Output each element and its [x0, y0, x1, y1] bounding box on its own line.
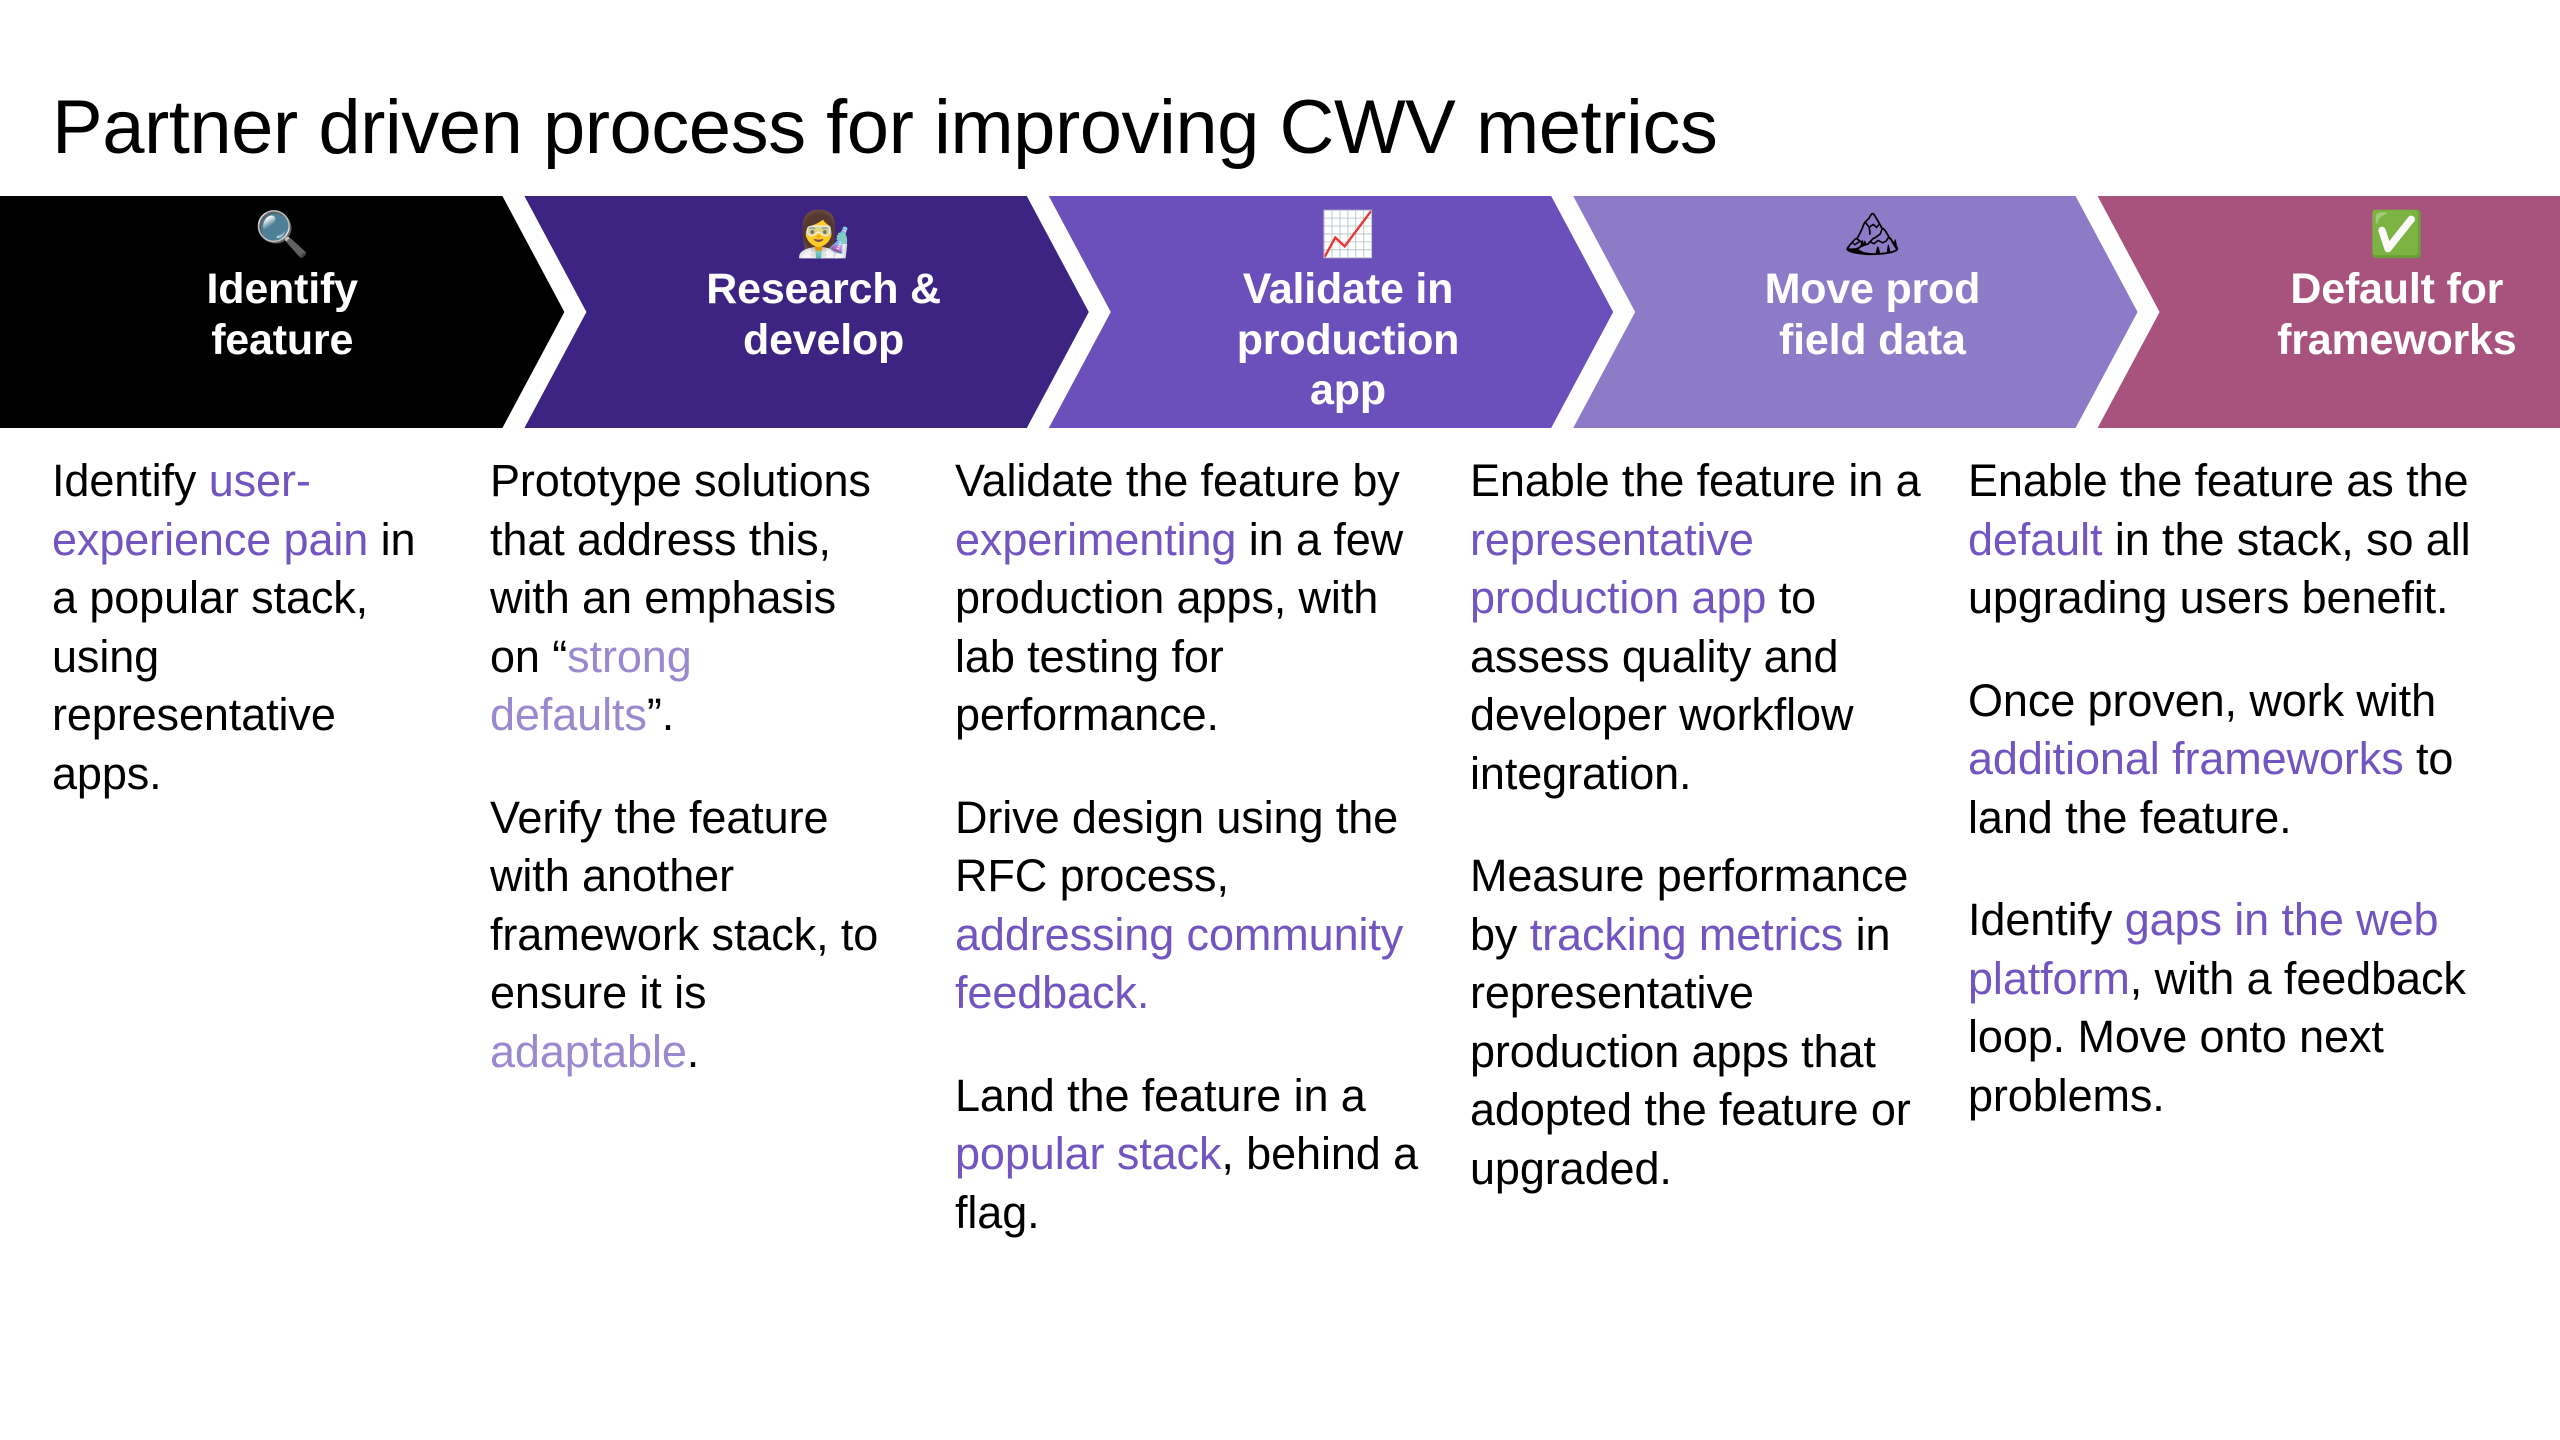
process-stage-content: 🏔 Move prod field data	[1556, 210, 2154, 365]
scientist-icon: 👩‍🔬	[796, 209, 851, 260]
highlight-text-run: tracking metrics	[1529, 908, 1844, 960]
text-run: in representative production apps that a…	[1470, 908, 1911, 1194]
page-title: Partner driven process for improving CWV…	[52, 84, 1718, 170]
process-description-columns: Identify user-experience pain in a popul…	[0, 452, 2560, 1392]
process-stage-content: ✅ Default for frameworks	[2081, 210, 2560, 365]
process-stage-content: 🔍 Identify feature	[0, 210, 564, 365]
text-run: Measure performance by	[1470, 850, 1909, 960]
description-paragraph: Enable the feature in a representative p…	[1470, 452, 1930, 803]
text-run: Once proven, work with	[1968, 674, 2436, 726]
text-run: ”.	[646, 689, 675, 740]
text-run: in a few production apps, with lab testi…	[955, 513, 1404, 741]
text-run: .	[686, 1025, 700, 1077]
description-paragraph: Prototype solutions that address this, w…	[490, 452, 885, 745]
highlight-text-run: representative production app	[1470, 513, 1767, 624]
description-paragraph: Identify gaps in the web platform, with …	[1968, 891, 2513, 1125]
mountain-icon: 🏔	[1844, 209, 1901, 260]
description-paragraph: Enable the feature as the default in the…	[1968, 452, 2513, 628]
chart-increasing-icon: 📈	[1320, 209, 1376, 260]
text-run: to assess quality and developer workflow…	[1470, 572, 1854, 799]
highlight-text-run: additional frameworks	[1968, 733, 2404, 784]
text-run: Land the feature in a	[955, 1069, 1366, 1121]
description-paragraph: Land the feature in a popular stack, beh…	[955, 1067, 1435, 1243]
text-run: Identify	[1968, 894, 2125, 945]
description-paragraph: Measure performance by tracking metrics …	[1470, 847, 1930, 1198]
text-run: Validate the feature by	[955, 455, 1400, 506]
text-run: Identify	[52, 455, 209, 506]
description-column-3: Validate the feature by experimenting in…	[955, 452, 1435, 1242]
process-stage-5[interactable]: ✅ Default for frameworks	[2098, 196, 2560, 428]
process-stage-label: Research & develop	[706, 265, 941, 364]
text-run: Enable the feature as the	[1968, 455, 2469, 506]
highlight-text-run: experimenting	[955, 513, 1237, 565]
description-paragraph: Drive design using the RFC process, addr…	[955, 789, 1435, 1023]
description-column-4: Enable the feature in a representative p…	[1470, 452, 1930, 1198]
text-run: , with a feedback loop. Move onto next p…	[1968, 952, 2466, 1121]
text-run: Verify the feature with another framewor…	[490, 791, 879, 1019]
process-stage-label: Identify feature	[206, 265, 358, 364]
process-stage-1[interactable]: 🔍 Identify feature	[0, 196, 564, 428]
description-column-2: Prototype solutions that address this, w…	[490, 452, 885, 1081]
text-run: Enable the feature in a	[1470, 455, 1921, 506]
magnifying-glass-icon: 🔍	[254, 209, 310, 260]
process-stage-label: Validate in production app	[1236, 265, 1460, 415]
text-run: in the stack, so all upgrading users ben…	[1968, 513, 2471, 624]
description-column-1: Identify user-experience pain in a popul…	[52, 452, 432, 803]
highlight-text-run: popular stack	[955, 1128, 1222, 1179]
process-chevron-band: 🔍 Identify feature 👩‍🔬 Research & develop 📈 V…	[0, 196, 2560, 428]
highlight-text-run: adaptable	[490, 1025, 687, 1077]
highlight-text-run: user-experience pain	[52, 455, 369, 565]
description-paragraph: Once proven, work with additional framew…	[1968, 672, 2513, 848]
process-stage-3[interactable]: 📈 Validate in production app	[1049, 196, 1613, 428]
text-run: to land the feature.	[1968, 733, 2454, 843]
highlight-text-run: strong defaults	[490, 630, 692, 741]
process-stage-4[interactable]: 🏔 Move prod field data	[1573, 196, 2137, 428]
description-column-5: Enable the feature as the default in the…	[1968, 452, 2513, 1125]
process-stage-label: Default for frameworks	[2277, 265, 2517, 364]
text-run: Drive design using the RFC process,	[955, 791, 1399, 902]
process-stage-label: Move prod field data	[1764, 265, 1981, 364]
highlight-text-run: gaps in the web platform	[1968, 894, 2439, 1004]
text-run: in a popular stack, using representative…	[52, 513, 416, 799]
process-stage-2[interactable]: 👩‍🔬 Research & develop	[524, 196, 1088, 428]
description-paragraph: Verify the feature with another framewor…	[490, 789, 885, 1082]
description-paragraph: Identify user-experience pain in a popul…	[52, 452, 432, 803]
highlight-text-run: default	[1968, 513, 2103, 565]
check-mark-button-icon: ✅	[2369, 209, 2425, 260]
highlight-text-run: addressing community feedback.	[955, 908, 1404, 1019]
text-run: , behind a flag.	[955, 1128, 1419, 1238]
process-stage-content: 👩‍🔬 Research & develop	[507, 210, 1105, 365]
text-run: Prototype solutions that address this, w…	[490, 455, 871, 682]
process-stage-content: 📈 Validate in production app	[1032, 210, 1630, 416]
description-paragraph: Validate the feature by experimenting in…	[955, 452, 1435, 745]
